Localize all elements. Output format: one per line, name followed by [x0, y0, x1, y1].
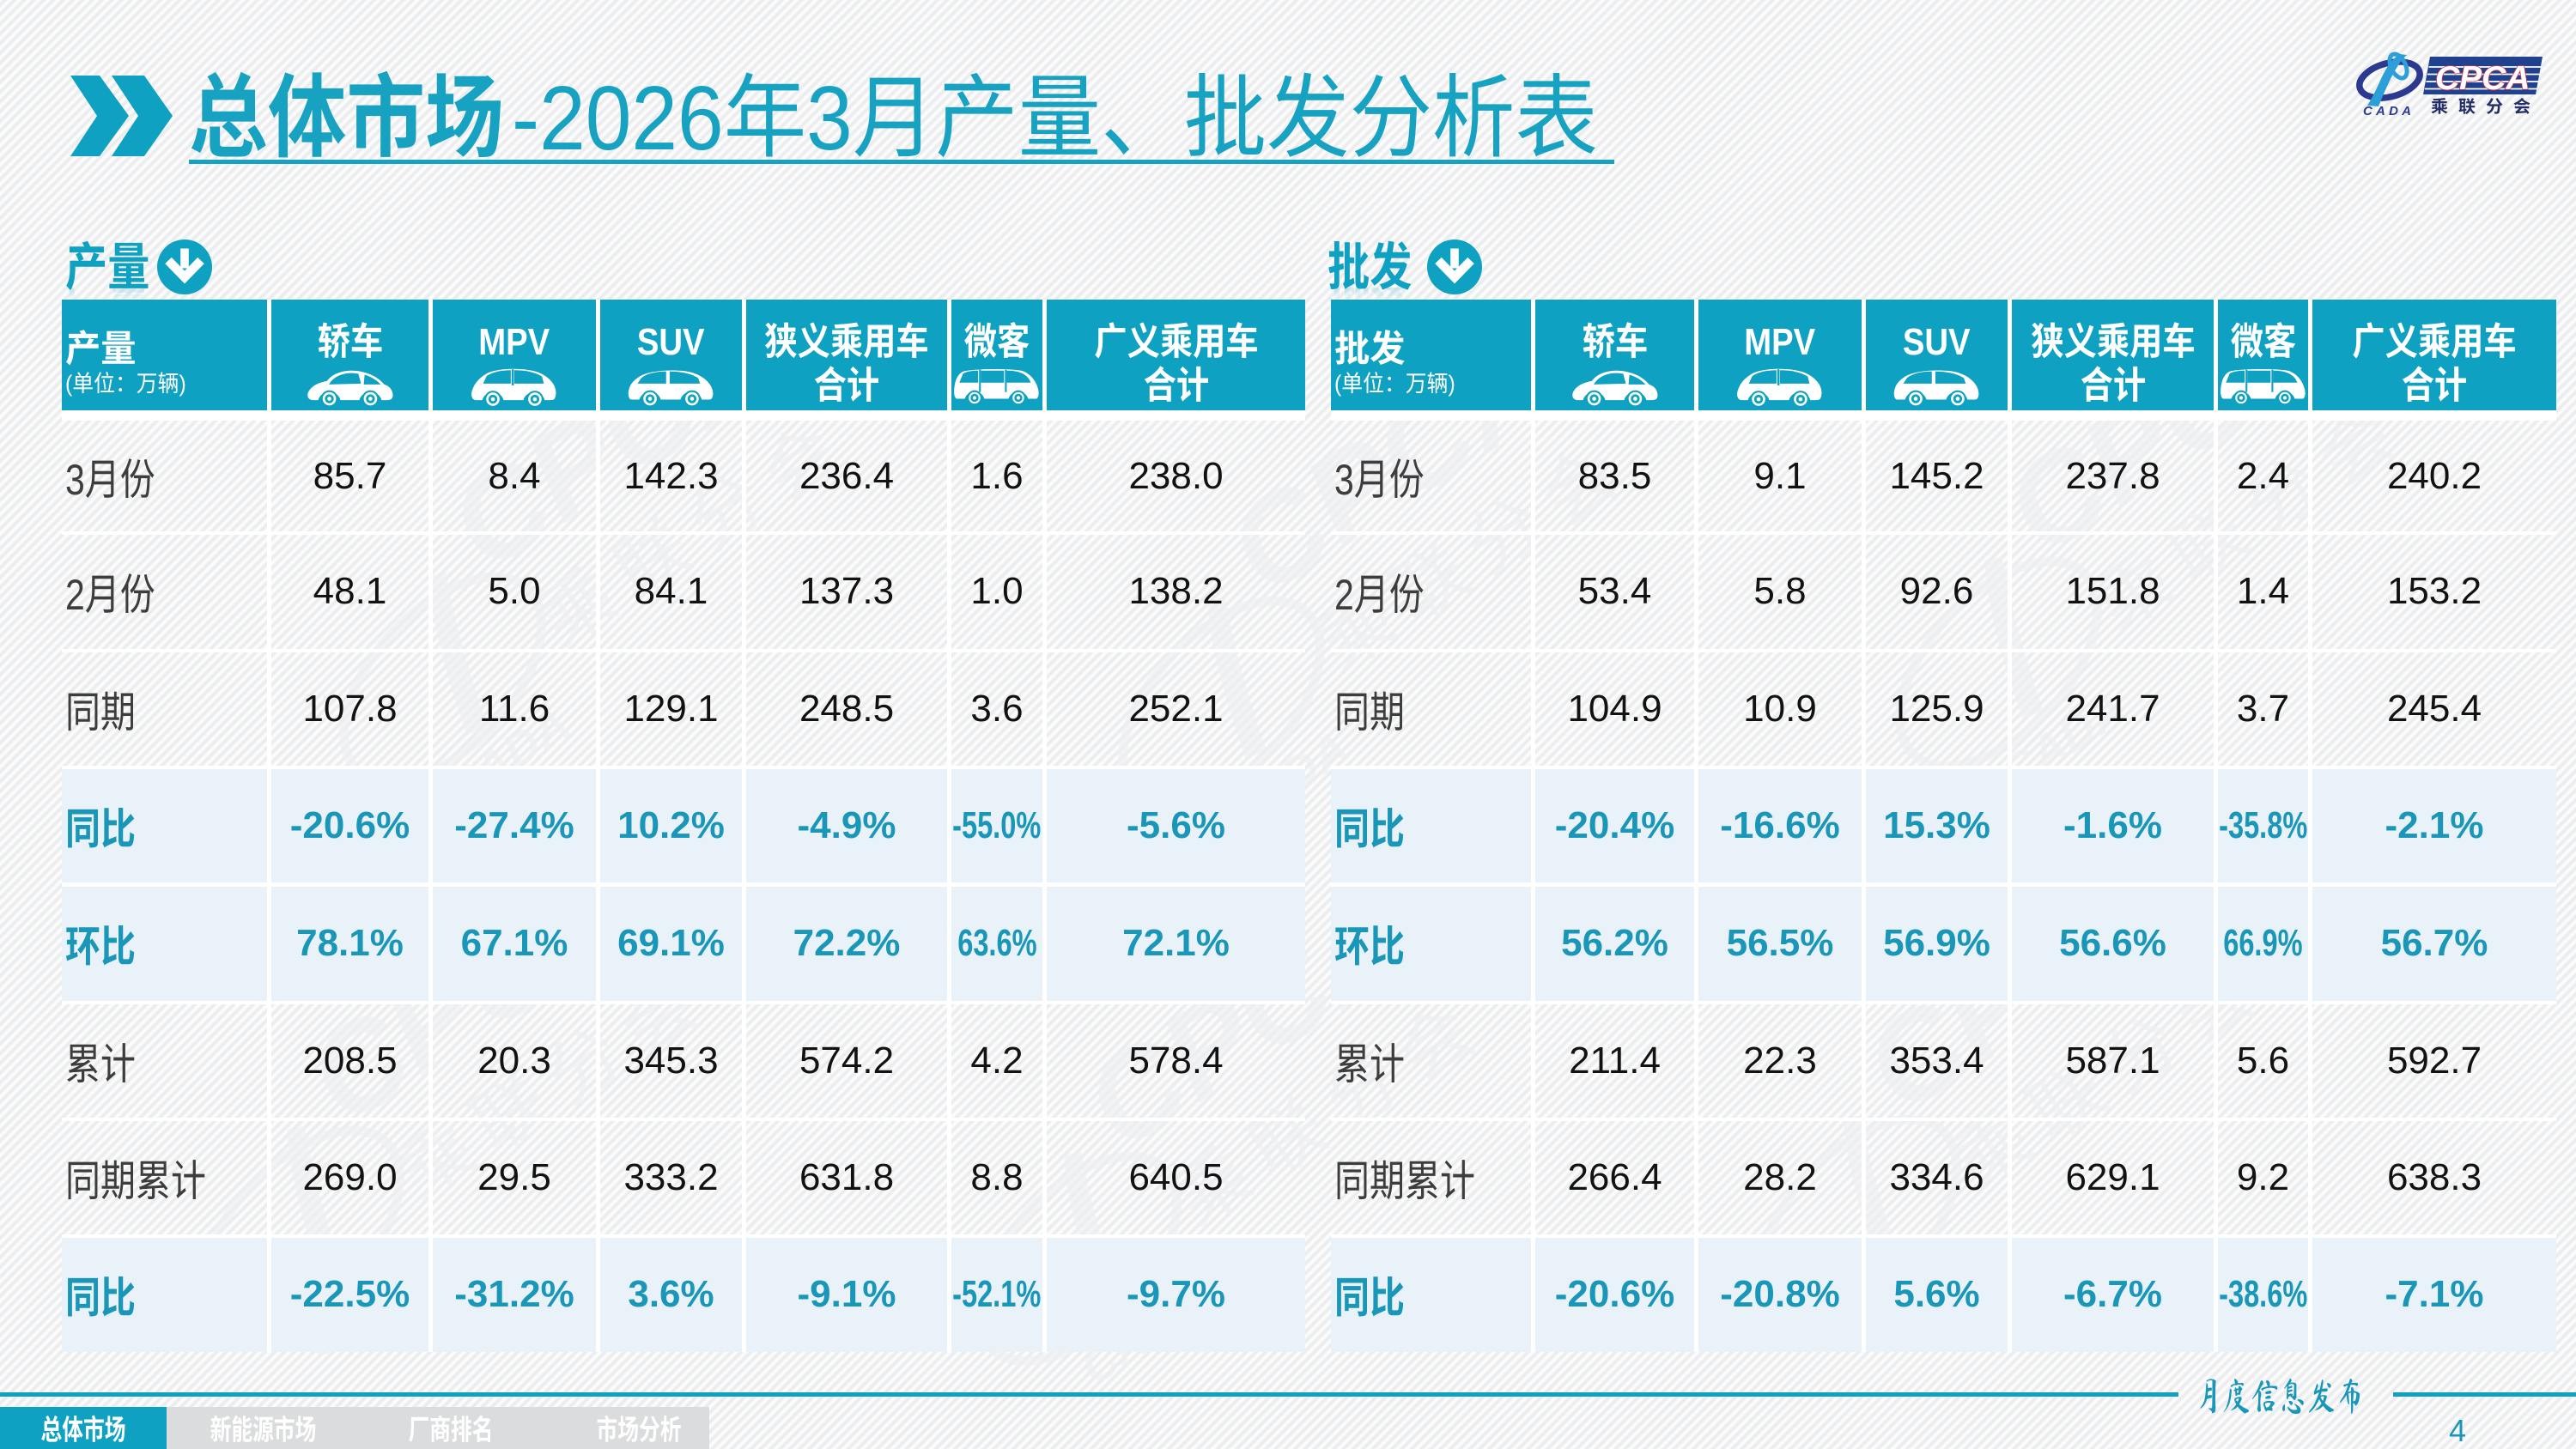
- svg-text:乘联分会: 乘联分会: [2431, 93, 2541, 118]
- svg-text:CADA: CADA: [2363, 104, 2411, 118]
- svg-text:CPCA: CPCA: [2435, 60, 2530, 97]
